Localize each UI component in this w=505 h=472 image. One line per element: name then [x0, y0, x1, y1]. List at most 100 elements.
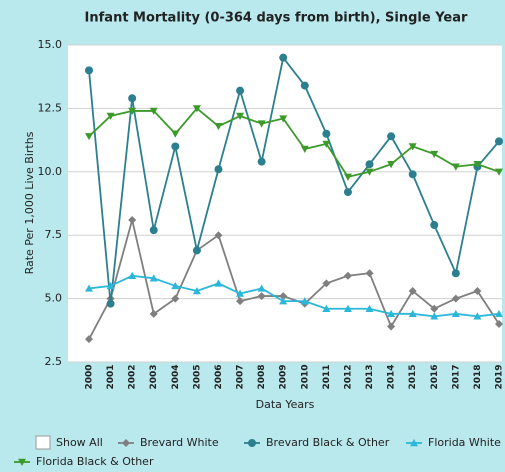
data-point — [236, 297, 245, 306]
y-tick-label: 10.0 — [38, 165, 63, 178]
data-point — [300, 297, 309, 305]
data-point — [192, 105, 201, 113]
data-point — [365, 269, 374, 278]
data-point — [257, 292, 266, 301]
data-point — [451, 269, 460, 278]
plot-area — [68, 45, 502, 362]
data-point — [300, 145, 309, 153]
data-point — [149, 226, 158, 235]
y-tick-label: 15.0 — [38, 38, 63, 51]
data-point — [85, 66, 93, 75]
data-point — [192, 286, 201, 295]
data-point — [192, 246, 201, 255]
data-point — [171, 281, 180, 290]
data-point — [85, 284, 93, 292]
x-tick-label: 2003 — [149, 364, 159, 389]
data-point — [214, 165, 223, 174]
y-axis-label: Rate Per 1,000 Live Births — [23, 131, 36, 274]
x-tick-label: 2005 — [192, 364, 202, 389]
data-point — [451, 309, 460, 318]
data-point — [387, 160, 396, 169]
data-point — [343, 188, 352, 197]
data-point — [322, 129, 331, 138]
data-point — [387, 309, 396, 318]
x-tick-label: 2015 — [408, 364, 418, 389]
data-point — [171, 130, 180, 138]
data-point — [236, 112, 245, 121]
data-point — [300, 81, 309, 90]
data-point — [214, 122, 223, 131]
data-point — [171, 142, 180, 151]
legend-marker — [410, 439, 418, 447]
data-point — [85, 133, 93, 141]
legend-label[interactable]: Florida Black & Other — [36, 455, 154, 468]
x-tick-label: 2004 — [171, 364, 181, 389]
data-point — [430, 221, 439, 230]
data-point — [106, 299, 115, 308]
data-point — [279, 292, 288, 301]
legend-label[interactable]: Brevard White — [140, 436, 219, 449]
legend-marker — [248, 439, 256, 447]
data-point — [149, 107, 158, 115]
data-point — [128, 271, 137, 279]
data-point — [214, 231, 223, 240]
data-point — [365, 168, 374, 176]
series-line — [88, 55, 500, 304]
data-point — [495, 309, 503, 318]
data-point — [106, 112, 115, 121]
x-tick-label: 2017 — [451, 364, 461, 389]
y-tick-label: 2.5 — [45, 355, 63, 368]
show-all-label[interactable]: Show All — [56, 436, 103, 449]
legend-label[interactable]: Brevard Black & Other — [266, 436, 390, 449]
data-point — [387, 322, 396, 331]
data-point — [279, 53, 288, 62]
y-tick-label: 7.5 — [45, 228, 63, 241]
series-line — [88, 219, 500, 340]
data-point — [430, 312, 439, 320]
data-point — [128, 107, 137, 115]
data-point — [322, 279, 331, 288]
data-point — [236, 289, 245, 297]
x-tick-label: 2011 — [322, 364, 332, 389]
x-tick-label: 2001 — [106, 364, 116, 389]
data-point — [343, 304, 352, 312]
x-tick-label: 2019 — [495, 364, 505, 389]
data-point — [322, 140, 331, 148]
data-point — [495, 137, 503, 146]
x-tick-label: 2013 — [365, 364, 375, 389]
x-tick-label: 2002 — [128, 364, 138, 389]
data-point — [257, 157, 266, 166]
legend-marker — [122, 439, 130, 447]
data-point — [85, 335, 93, 344]
x-tick-label: 2012 — [343, 364, 353, 389]
x-tick-label: 2010 — [300, 364, 310, 389]
data-point — [343, 271, 352, 280]
show-all-checkbox[interactable] — [35, 435, 51, 450]
series-line — [88, 107, 500, 178]
data-point — [408, 309, 417, 318]
series-line — [88, 274, 500, 318]
x-tick-label: 2006 — [214, 364, 224, 389]
data-point — [451, 163, 460, 171]
x-tick-label: 2000 — [85, 364, 95, 389]
x-tick-label: 2008 — [257, 364, 267, 389]
y-tick-label: 12.5 — [38, 101, 63, 114]
data-point — [149, 309, 158, 318]
data-point — [257, 284, 266, 292]
data-point — [495, 319, 503, 328]
data-point — [495, 168, 503, 176]
data-point — [473, 312, 482, 320]
data-point — [430, 150, 439, 159]
legend-marker — [18, 458, 26, 466]
data-point — [451, 294, 460, 303]
data-point — [257, 120, 266, 128]
data-point — [322, 304, 331, 312]
data-point — [473, 286, 482, 295]
data-point — [149, 274, 158, 282]
data-point — [279, 297, 288, 305]
legend-label[interactable]: Florida White — [428, 436, 501, 449]
data-point — [387, 132, 396, 141]
data-point — [365, 304, 374, 312]
data-point — [128, 94, 137, 103]
y-tick-label: 5.0 — [45, 292, 63, 305]
